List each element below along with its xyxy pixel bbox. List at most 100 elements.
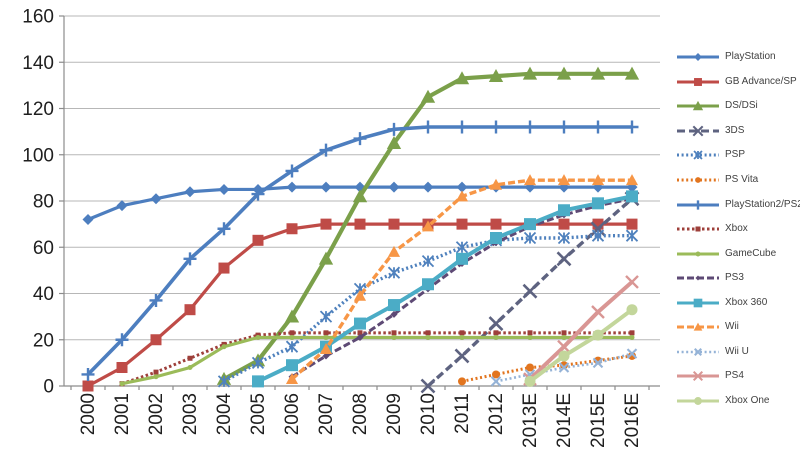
marker-circle [695,177,701,183]
marker-plus [693,199,703,210]
marker-square [592,197,604,210]
marker-circle [153,374,159,380]
marker-triangle [590,66,606,80]
legend-label-3ds: 3DS [725,124,745,136]
marker-triangle [693,322,703,331]
legend-label-xbox-360: Xbox 360 [725,296,768,308]
marker-diamond [422,181,434,193]
marker-star [455,241,469,254]
series-line-xbox [121,331,632,386]
legend-label-xbox: Xbox [725,223,748,235]
marker-plus [319,143,333,157]
series-playstation [82,181,638,225]
marker-triangle [591,174,605,186]
legend-swatch-xbox-one [677,396,719,405]
marker-triangle [625,174,639,186]
marker-square [626,218,638,230]
x-axis-label: 2014E [554,393,575,448]
marker-plus [217,222,231,236]
marker-diamond [695,275,701,281]
y-axis-label: 20 [33,330,54,351]
marker-square [459,330,465,336]
marker-x [592,357,604,369]
marker-plus [183,252,197,266]
legend-marker-diamond-icon [694,53,702,62]
legend-label-gb-advance-sp: GB Advance/SP [725,75,797,87]
legend-label-wii-u: Wii U [725,345,749,357]
marker-triangle [353,289,367,301]
marker-circle [560,361,568,370]
marker-circle [527,334,533,340]
legend-swatch-gb-advance-sp [677,77,719,86]
x-axis-label: 2010 [418,393,439,435]
series-ps-vita [458,351,636,386]
marker-x [558,362,570,373]
series-markers-ds-dsi [216,66,640,385]
legend-swatch-wii [677,322,719,331]
marker-square [561,330,567,336]
x-axis-label: 2012 [486,393,507,435]
marker-square [493,330,499,336]
x-axis-label: 2002 [146,393,167,435]
marker-plus [115,333,129,347]
marker-x [694,347,702,356]
legend-swatch-xbox [677,226,719,232]
marker-circle [289,334,295,340]
marker-square [82,380,94,392]
series-psp [217,229,639,388]
marker-diamond [184,186,196,198]
marker-square [323,330,329,336]
marker-circle [391,334,397,340]
marker-diamond [82,214,94,225]
marker-square [592,218,604,230]
series-line-ps4 [528,280,634,381]
marker-diamond [150,193,162,205]
marker-star [625,229,639,242]
legend-marker-star-icon [693,150,703,161]
series-ps4 [523,275,639,386]
marker-circle [187,365,193,370]
legend-swatch-wii-u [677,347,719,356]
marker-x [556,251,572,267]
legend-swatch-ds-dsi [677,101,719,111]
marker-triangle [285,373,299,385]
series-xbox-one [524,304,638,387]
marker-triangle [284,309,300,323]
marker-star [557,231,571,245]
marker-square [425,330,431,336]
legend-swatch-3ds [677,125,719,137]
legend-label-psp: PSP [725,149,746,161]
series-markers-wii [285,174,639,385]
marker-circle [492,370,500,379]
legend-marker-x-icon [692,371,704,382]
y-axis-labels: 0 20 40 60 80 100 120 140 160 [22,7,54,398]
x-axis-label: 2007 [316,393,337,435]
x-axis-label: 2000 [78,393,99,435]
x-axis-label: 2005 [248,393,269,435]
marker-square [694,77,702,86]
y-axis-label: 80 [33,192,54,213]
legend: PlayStation GB Advance/SP DS/DSi 3DS PSP PS V… [676,45,800,413]
x-axis-label: 2015E [588,393,609,448]
legend-swatch-xbox-360 [677,298,719,308]
legend-item-gb-advance-sp: GB Advance/SP [676,70,800,95]
x-axis-label: 2001 [112,393,133,435]
legend-marker-triangle-icon [693,322,703,331]
x-axis-label: 2003 [180,393,201,435]
marker-circle [558,350,570,362]
marker-diamond [286,181,298,193]
y-axis-label: 140 [22,53,54,74]
marker-triangle [624,66,640,80]
x-axis-label: 2008 [350,393,371,435]
legend-marker-square-icon [694,77,702,86]
marker-square [490,218,502,230]
y-axis-label: 0 [43,377,54,398]
series-ds-dsi [216,66,640,385]
series-markers-gamecube [119,334,635,387]
marker-square [456,252,468,265]
legend-swatch-ps-vita [677,177,719,183]
marker-diamond [694,53,702,62]
series-playstation2-ps2 [81,120,639,381]
y-axis-label: 40 [33,284,54,305]
